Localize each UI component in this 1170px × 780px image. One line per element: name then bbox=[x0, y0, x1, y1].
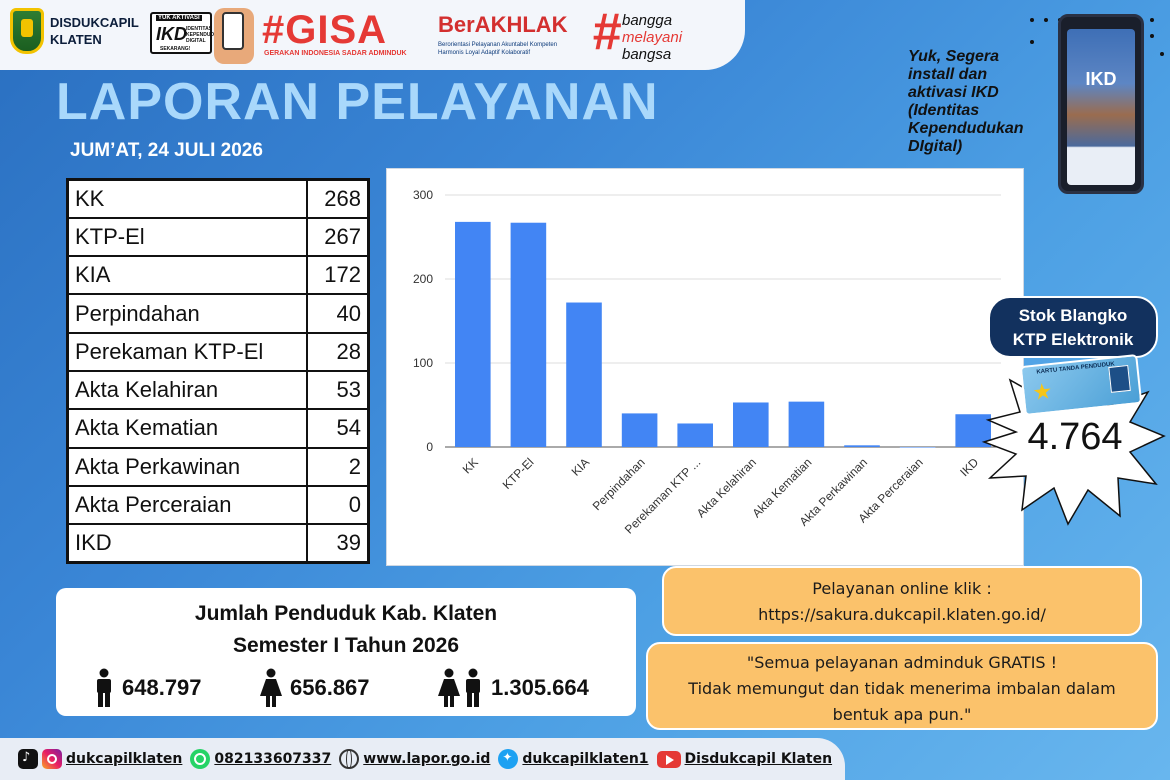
female-population: 656.867 bbox=[258, 668, 370, 708]
population-figures: 648.797 656.867 1.305.664 bbox=[92, 668, 632, 708]
bar bbox=[510, 222, 547, 447]
service-count: 268 bbox=[305, 178, 370, 219]
service-label: KK bbox=[66, 178, 308, 219]
services-table: KK 268 KTP-El 267 KIA 172 Perpindahan 40 Perekam… bbox=[66, 178, 370, 564]
service-count: 267 bbox=[305, 216, 370, 258]
female-icon bbox=[260, 668, 282, 707]
klaten-seal-logo bbox=[10, 8, 44, 54]
report-date: JUM’AT, 24 JULI 2026 bbox=[70, 140, 263, 161]
table-row: KK 268 bbox=[66, 178, 370, 219]
y-tick-label: 300 bbox=[413, 188, 433, 202]
service-count: 2 bbox=[305, 446, 370, 487]
whatsapp-link[interactable]: 082133607337 bbox=[214, 751, 332, 767]
youtube-icon bbox=[656, 750, 681, 768]
website-link[interactable]: www.lapor.go.id bbox=[363, 751, 491, 767]
bar bbox=[899, 447, 936, 448]
stok-blangko-value: 4.764 bbox=[1027, 416, 1123, 458]
x-tick-label: KTP-El bbox=[500, 455, 537, 492]
service-label: Perekaman KTP-El bbox=[66, 331, 308, 372]
service-count: 0 bbox=[305, 484, 370, 526]
x-tick-label: IKD bbox=[957, 455, 981, 479]
free-service-notice: "Semua pelayanan adminduk GRATIS ! Tidak… bbox=[646, 642, 1158, 730]
footer-youtube: Disdukcapil Klaten bbox=[656, 750, 833, 768]
id-photo-icon bbox=[1108, 364, 1131, 393]
table-row: Akta Perceraian 0 bbox=[66, 484, 370, 526]
bar bbox=[788, 401, 825, 447]
table-row: KIA 172 bbox=[66, 255, 370, 296]
gisa-subtitle: GERAKAN INDONESIA SADAR ADMINDUK bbox=[264, 50, 407, 57]
stok-blangko-label: Stok Blangko KTP Elektronik bbox=[988, 296, 1158, 358]
gisa-logo: #GISA bbox=[262, 8, 388, 52]
header-logo-strip: DISDUKCAPIL KLATEN YUK AKTIVASI IKD IDEN… bbox=[0, 0, 745, 70]
table-row: IKD 39 bbox=[66, 523, 370, 564]
bangga-hash-logo: # bbox=[592, 3, 621, 61]
x-tick-label: Perpindahan bbox=[590, 455, 648, 513]
ikd-activation-badge: YUK AKTIVASI IKD IDENTITAS KEPENDUDUKAN … bbox=[150, 12, 229, 54]
footer-contacts: ♪ dukcapilklaten 082133607337 www.lapor.… bbox=[0, 738, 845, 780]
table-row: Perpindahan 40 bbox=[66, 293, 370, 334]
y-tick-label: 0 bbox=[426, 440, 433, 454]
online-service-link[interactable]: https://sakura.dukcapil.klaten.go.id/ bbox=[758, 605, 1046, 624]
service-label: KIA bbox=[66, 255, 308, 296]
twitter-icon: ✦ bbox=[498, 749, 519, 769]
footer-whatsapp: 082133607337 bbox=[190, 749, 331, 769]
service-label: KTP-El bbox=[66, 216, 308, 258]
population-title: Jumlah Penduduk Kab. Klaten Semester I T… bbox=[194, 602, 498, 657]
service-label: Akta Perkawinan bbox=[66, 446, 308, 487]
total-population: 1.305.664 bbox=[437, 668, 589, 708]
table-row: KTP-El 267 bbox=[66, 216, 370, 258]
male-female-icon bbox=[438, 668, 480, 707]
berakhlak-logo: BerAKHLAK bbox=[438, 12, 568, 37]
ikd-promo-text: Yuk, Segera install dan aktivasi IKD (Id… bbox=[908, 48, 1024, 155]
service-count: 172 bbox=[305, 255, 370, 296]
service-label: Akta Perceraian bbox=[66, 484, 308, 526]
page-title: LAPORAN PELAYANAN bbox=[56, 73, 659, 131]
ikd-phone-image: IKD bbox=[1058, 14, 1144, 194]
table-row: Perekaman KTP-El 28 bbox=[66, 331, 370, 372]
population-card: Jumlah Penduduk Kab. Klaten Semester I T… bbox=[56, 588, 636, 716]
x-tick-label: KIA bbox=[569, 455, 593, 479]
table-row: Akta Kematian 54 bbox=[66, 408, 370, 449]
service-count: 28 bbox=[305, 331, 370, 372]
services-bar-chart: 0 100 200 300 KK KTP-El KIA Perpindahan Perekama… bbox=[386, 168, 1024, 566]
instagram-icon bbox=[42, 749, 62, 769]
online-service-box: Pelayanan online klik : https://sakura.d… bbox=[662, 566, 1142, 636]
service-count: 39 bbox=[305, 523, 370, 564]
male-icon bbox=[97, 668, 111, 707]
whatsapp-icon bbox=[190, 749, 211, 769]
y-tick-label: 100 bbox=[413, 356, 433, 370]
star-icon: ★ bbox=[1031, 379, 1054, 407]
twitter-link[interactable]: dukcapilklaten1 bbox=[522, 751, 649, 767]
bar bbox=[455, 221, 491, 447]
berakhlak-subtitle: Berorientasi Pelayanan Akuntabel Kompete… bbox=[438, 42, 558, 56]
social-handle-link[interactable]: dukcapilklaten bbox=[66, 751, 183, 767]
tiktok-icon: ♪ bbox=[18, 749, 38, 769]
bar bbox=[621, 413, 658, 447]
hand-phone-icon bbox=[214, 8, 254, 64]
service-label: Perpindahan bbox=[66, 293, 308, 334]
footer-social: ♪ dukcapilklaten bbox=[18, 749, 182, 769]
globe-icon bbox=[339, 749, 360, 769]
bar bbox=[677, 423, 713, 447]
service-count: 54 bbox=[305, 408, 370, 449]
footer-website: www.lapor.go.id bbox=[339, 749, 490, 769]
service-label: Akta Kematian bbox=[66, 408, 308, 449]
org-name: DISDUKCAPIL KLATEN bbox=[50, 15, 139, 47]
x-tick-label: KK bbox=[460, 455, 481, 476]
y-tick-label: 200 bbox=[413, 272, 433, 286]
table-row: Akta Perkawinan 2 bbox=[66, 446, 370, 487]
youtube-link[interactable]: Disdukcapil Klaten bbox=[684, 751, 833, 767]
male-population: 648.797 bbox=[92, 668, 202, 708]
service-count: 40 bbox=[305, 293, 370, 334]
bar bbox=[733, 402, 769, 447]
service-label: IKD bbox=[66, 523, 308, 564]
service-count: 53 bbox=[305, 369, 370, 411]
service-label: Akta Kelahiran bbox=[66, 369, 308, 411]
bar bbox=[844, 445, 880, 447]
footer-twitter: ✦ dukcapilklaten1 bbox=[498, 749, 649, 769]
bangga-melayani-bangsa-logo: bangga melayani bangsa bbox=[622, 12, 683, 63]
bar bbox=[566, 302, 602, 447]
table-row: Akta Kelahiran 53 bbox=[66, 369, 370, 411]
